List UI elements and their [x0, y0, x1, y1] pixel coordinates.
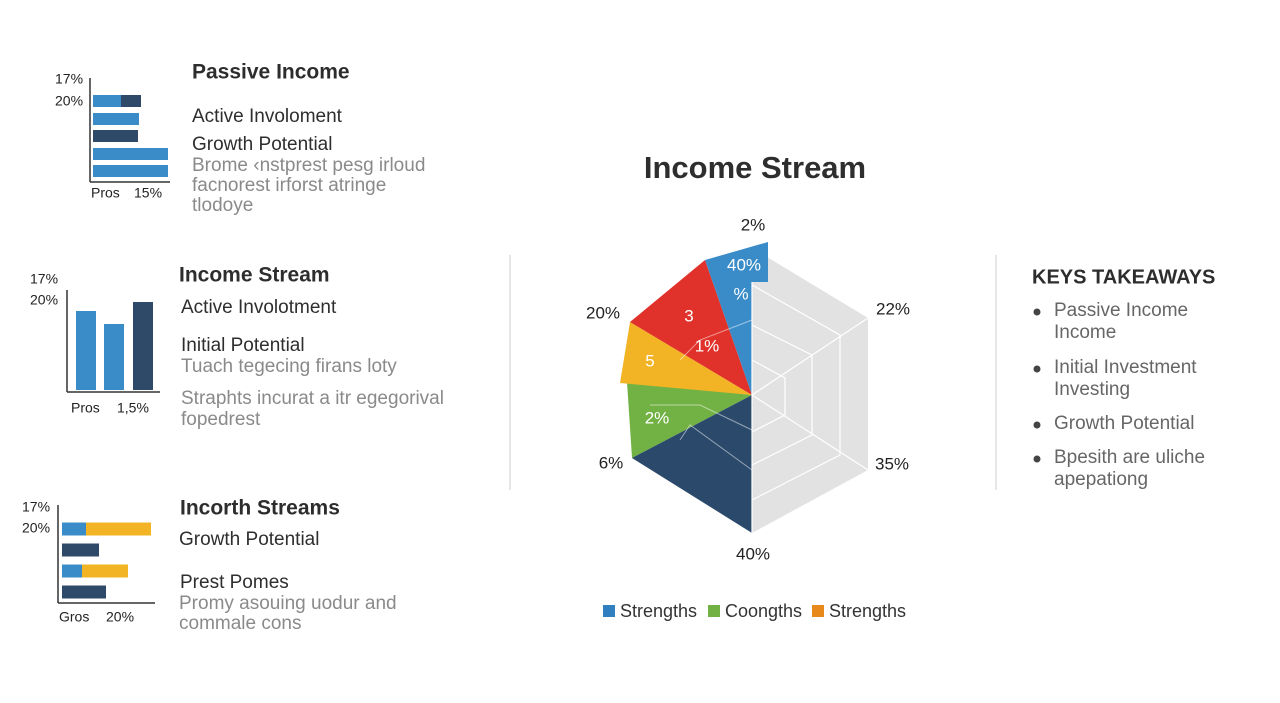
footer-label: Gros [59, 609, 89, 625]
bar [93, 130, 138, 142]
radar-grid [751, 359, 786, 433]
takeaway-text: Growth Potential [1054, 413, 1194, 434]
bar [93, 148, 168, 160]
legend: Strengths Coongths Strengths [603, 601, 906, 621]
radar-wedge [627, 382, 752, 458]
radar-label: 6% [599, 453, 624, 472]
takeaway-text: apepationg [1054, 469, 1148, 490]
panel-title: Income Stream [179, 264, 330, 287]
radar-grid [751, 394, 869, 471]
panel-line: Active Involotment [181, 297, 337, 318]
bar [121, 95, 141, 107]
axis-label: 17% [22, 499, 50, 515]
panel-line: Growth Potential [179, 529, 319, 550]
axis-label: 20% [22, 520, 50, 536]
axis-label: 17% [30, 271, 58, 287]
takeaway-text: Investing [1054, 379, 1130, 400]
bar [62, 585, 106, 599]
bar [104, 324, 124, 390]
radar-wedge [620, 322, 752, 395]
footer-label: 15% [134, 185, 162, 201]
panel-desc: Promy asouing uodur and [179, 593, 397, 614]
panel-desc: fopedrest [181, 409, 261, 430]
panel: 17% 20% Pros 15% Passive Income Active I… [55, 61, 425, 216]
panel-line: Initial Potential [181, 335, 305, 356]
bar [62, 564, 82, 578]
bar [93, 165, 168, 177]
panel-title: Incorth Streams [180, 497, 340, 520]
bullet [1033, 421, 1041, 429]
bullet [1033, 308, 1041, 316]
legend-label: Strengths [829, 601, 906, 621]
panel-desc: Straphts incurat a itr egegorival [181, 388, 444, 409]
bar [62, 522, 86, 536]
panel-title: Passive Income [192, 61, 350, 84]
axis-label: 20% [30, 292, 58, 308]
legend-label: Coongths [725, 601, 802, 621]
axis-label: 17% [55, 71, 83, 87]
radar-inner-label: 5 [645, 351, 654, 370]
takeaway-text: Bpesith are uliche [1054, 447, 1205, 468]
radar-label: 2% [741, 215, 766, 234]
bullet [1033, 365, 1041, 373]
radar-label: 22% [876, 299, 910, 318]
panel-desc: commale cons [179, 613, 302, 634]
panel-line: Active Involoment [192, 106, 343, 127]
takeaway-text: Income [1054, 322, 1116, 343]
footer-label: Pros [91, 185, 120, 201]
panel-desc: Tuach tegecing firans loty [181, 356, 397, 377]
takeaway-text: Initial Investment [1054, 357, 1197, 378]
radar-title: Income Stream [644, 150, 866, 185]
footer-label: 20% [106, 609, 134, 625]
legend-label: Strengths [620, 601, 697, 621]
radar-grid [679, 319, 753, 361]
footer-label: Pros [71, 400, 100, 416]
bar [93, 113, 139, 125]
radar: 2% 22% 35% 40% 6% 20% 40% % 3 1% 5 2% [586, 215, 910, 563]
legend-swatch [708, 605, 720, 617]
footer-label: 1,5% [117, 400, 149, 416]
panel-desc: Brome ‹nstprest pesg irloud [192, 155, 425, 176]
radar-inner-label: 3 [684, 306, 693, 325]
radar-label: 20% [586, 303, 620, 322]
radar-area [752, 248, 868, 533]
radar-label: 40% [736, 544, 770, 563]
radar-wedge [705, 242, 768, 395]
radar-grid [751, 284, 841, 501]
radar-inner-label: 1% [695, 336, 720, 355]
mini-charts [62, 95, 168, 599]
bar [133, 302, 153, 390]
panel: 17% 20% Pros 1,5% Income Stream Active I… [30, 264, 444, 430]
bar [62, 543, 99, 557]
bar [93, 95, 121, 107]
legend-swatch [812, 605, 824, 617]
axis-label: 20% [55, 93, 83, 109]
panel-line: Growth Potential [192, 134, 332, 155]
bar [76, 311, 96, 390]
bar [86, 522, 151, 536]
radar-inner-label: 40% [727, 255, 761, 274]
radar-inner-label: 2% [645, 408, 670, 427]
radar-grid [751, 324, 813, 466]
panel-desc: facnorest irforst atringe [192, 175, 386, 196]
radar-wedge [630, 260, 752, 395]
panel: 17% 20% Gros 20% Incorth Streams Growth … [22, 497, 397, 634]
radar-grid [650, 404, 753, 431]
bar [82, 564, 128, 578]
radar-label: 35% [875, 454, 909, 473]
radar-grid [751, 317, 869, 396]
panel-desc: tlodoye [192, 195, 253, 216]
radar-wedge [632, 395, 752, 533]
radar-grid [679, 424, 753, 471]
radar-inner-label: % [733, 284, 748, 303]
legend-swatch [603, 605, 615, 617]
takeaway-text: Passive Income [1054, 300, 1188, 321]
takeaways-title: KEYS TAKEAWAYS [1032, 266, 1215, 288]
panel-line: Prest Pomes [180, 572, 289, 593]
bullet [1033, 455, 1041, 463]
